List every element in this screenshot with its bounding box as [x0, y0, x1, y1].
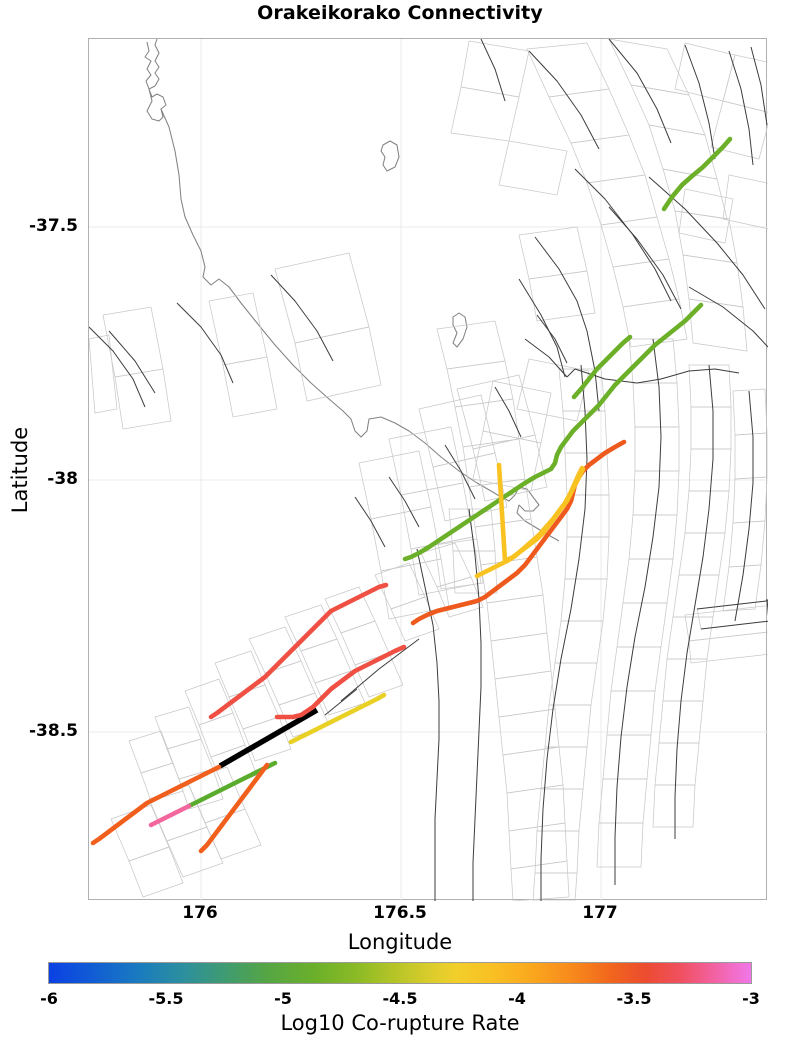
colorbar-tick-2: -5: [274, 989, 292, 1008]
page-title: Orakeikorako Connectivity: [257, 2, 543, 24]
y-tick-1: -38: [47, 469, 78, 489]
y-axis-label: Latitude: [8, 426, 32, 514]
x-tick-1: 176.5: [373, 903, 427, 923]
colorbar-tick-3: -4.5: [382, 989, 418, 1008]
fault-central-orange: [410, 439, 627, 626]
fault-sw-orange-west: [90, 764, 222, 846]
fault-central-green-long: [402, 302, 704, 562]
x-tick-2: 177: [582, 903, 618, 923]
fault-sw-red-east: [274, 644, 407, 720]
fault-trace-lines: [89, 39, 768, 901]
fault-sw-red-north: [208, 582, 389, 720]
fault-sw-gold: [288, 692, 387, 745]
coastline-layer: [144, 39, 560, 542]
x-axis-label: Longitude: [347, 930, 453, 954]
colorbar-tick-0: -6: [40, 989, 58, 1008]
y-tick-0: -37.5: [29, 216, 78, 236]
fault-sw-orange-south: [198, 762, 270, 854]
fault-ne-green-upper: [661, 136, 733, 212]
fault-surface-polygons: [89, 39, 768, 901]
fault-central-gold-b: [474, 465, 585, 579]
colorbar-tick-4: -4: [508, 989, 526, 1008]
map-plot-area: [89, 39, 768, 901]
colorbar-tick-1: -5.5: [148, 989, 184, 1008]
colorbar-label: Log10 Co-rupture Rate: [280, 1011, 520, 1035]
map-axes: [88, 38, 768, 901]
colorbar-tick-5: -3.5: [616, 989, 652, 1008]
gridlines: [89, 39, 768, 901]
y-tick-2: -38.5: [29, 721, 78, 741]
connected-fault-traces: [90, 136, 733, 854]
fault-ne-green-lower: [571, 334, 633, 400]
x-tick-0: 176: [182, 903, 218, 923]
colorbar-tick-6: -3: [742, 989, 760, 1008]
fault-sw-pink: [148, 803, 192, 828]
colorbar: [48, 962, 752, 984]
source-fault-trace: [218, 707, 319, 769]
